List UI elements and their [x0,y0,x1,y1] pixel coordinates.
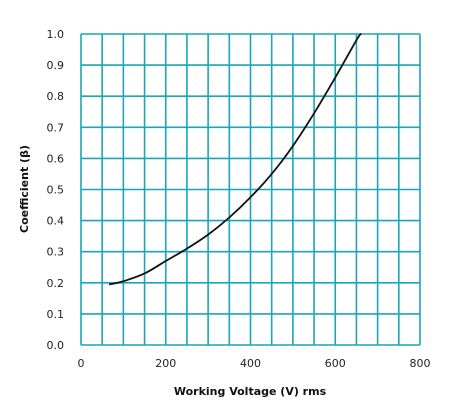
x-tick-label: 200 [155,357,176,370]
y-axis-ticks: 0.0 0.1 0.2 0.3 0.4 0.5 0.6 0.7 0.8 0.9 1.0 [47,28,65,352]
y-tick-label: 0.8 [47,90,65,103]
series-group [108,33,362,286]
grid [80,33,421,346]
y-tick-label: 0.0 [47,339,65,352]
x-axis-label: Working Voltage (V) rms [174,385,327,398]
y-tick-label: 0.1 [47,308,65,321]
x-tick-label: 800 [410,357,431,370]
y-axis-label: Coefficient (β) [18,145,31,233]
y-tick-label: 0.7 [47,121,65,134]
y-tick-label: 0.2 [47,277,65,290]
y-tick-label: 0.5 [47,184,65,197]
y-tick-label: 0.3 [47,246,65,259]
y-tick-label: 0.6 [47,152,65,165]
y-tick-label: 0.4 [47,215,65,228]
x-tick-label: 0 [78,357,85,370]
y-tick-label: 0.9 [47,59,65,72]
y-tick-label: 1.0 [47,28,65,41]
x-tick-label: 400 [240,357,261,370]
x-tick-label: 600 [325,357,346,370]
series-line [108,33,362,286]
x-axis-ticks: 0 200 400 600 800 [78,357,431,370]
